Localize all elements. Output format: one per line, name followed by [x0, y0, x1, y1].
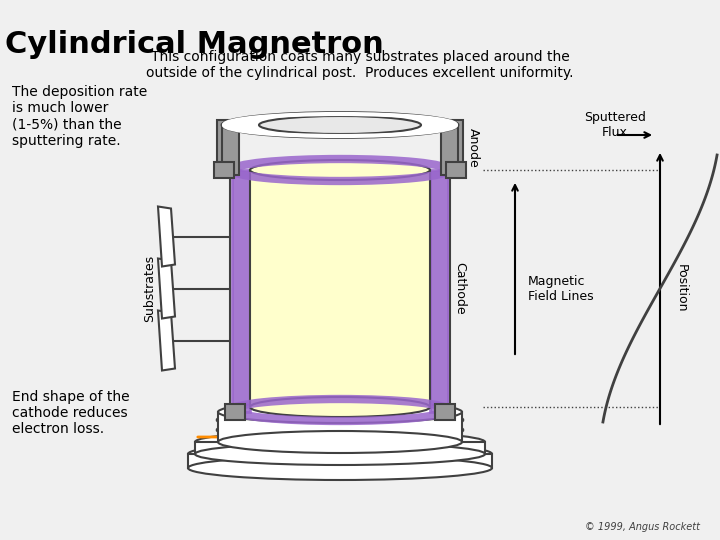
Ellipse shape: [195, 443, 485, 465]
Ellipse shape: [250, 160, 430, 180]
Ellipse shape: [218, 431, 462, 453]
Bar: [217, 120, 239, 175]
Bar: [435, 404, 455, 420]
Ellipse shape: [259, 116, 421, 134]
Text: Magnetic
Field Lines: Magnetic Field Lines: [528, 274, 593, 302]
Bar: [430, 170, 448, 412]
Text: Sputtered
Flux: Sputtered Flux: [584, 111, 646, 139]
Text: Cathode: Cathode: [454, 262, 467, 315]
Text: Anode: Anode: [467, 127, 480, 167]
Polygon shape: [158, 259, 175, 319]
Ellipse shape: [222, 112, 458, 138]
Ellipse shape: [250, 397, 430, 417]
Bar: [225, 404, 245, 420]
Polygon shape: [188, 454, 492, 468]
Ellipse shape: [188, 442, 492, 466]
Bar: [214, 162, 234, 178]
Ellipse shape: [188, 456, 492, 480]
Ellipse shape: [217, 417, 463, 442]
Bar: [441, 120, 463, 175]
Polygon shape: [158, 310, 175, 370]
Ellipse shape: [195, 431, 485, 453]
Ellipse shape: [218, 401, 462, 423]
Text: Cylindrical Magnetron: Cylindrical Magnetron: [5, 30, 384, 59]
Text: This configuration coats many substrates placed around the
outside of the cylind: This configuration coats many substrates…: [146, 50, 574, 80]
Polygon shape: [195, 442, 485, 454]
Ellipse shape: [217, 408, 463, 433]
Bar: [446, 162, 466, 178]
Text: Substrates: Substrates: [143, 255, 156, 322]
Text: © 1999, Angus Rockett: © 1999, Angus Rockett: [585, 522, 700, 532]
Ellipse shape: [217, 428, 463, 453]
Text: The deposition rate
is much lower
(1-5%) than the
sputtering rate.: The deposition rate is much lower (1-5%)…: [12, 85, 148, 147]
Bar: [250, 170, 430, 407]
Text: Position: Position: [675, 264, 688, 313]
Bar: [232, 170, 250, 412]
Polygon shape: [158, 206, 175, 267]
Polygon shape: [218, 412, 462, 442]
Text: End shape of the
cathode reduces
electron loss.: End shape of the cathode reduces electro…: [12, 390, 130, 436]
